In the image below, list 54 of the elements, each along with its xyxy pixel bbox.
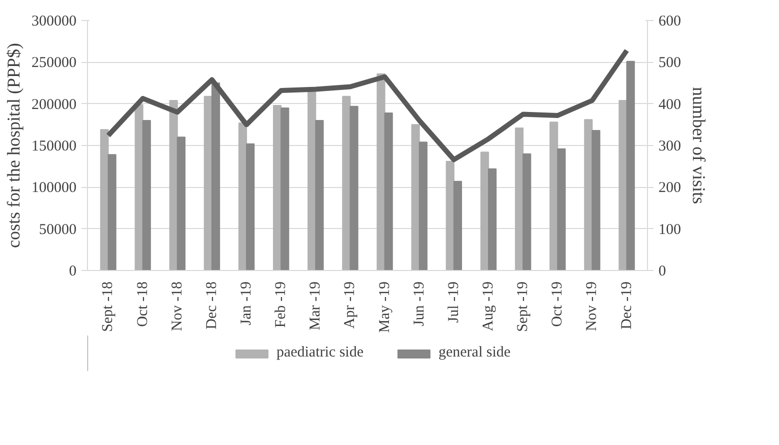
x-tick-label: Oct -18 [134,281,151,327]
bar [453,180,462,270]
bar [142,120,151,270]
bar [626,60,635,270]
legend-label: general side [438,344,511,362]
bar [376,73,386,270]
x-tick-label: Sept -18 [100,281,116,332]
x-tick-label: Mar -19 [308,281,324,330]
bar [280,108,290,270]
bar [134,104,144,270]
x-tick-label: Sept -19 [515,281,532,332]
bar [108,154,116,270]
bar [246,143,255,270]
y-tick-label: 300000 [32,14,76,30]
x-tick-label: Aug -19 [480,282,496,332]
bar [350,106,358,270]
x-tick-label: May -19 [376,281,393,333]
bar [488,168,497,270]
y-tick-label: 100000 [32,180,76,196]
x-tick-label: Apr -19 [342,281,358,329]
y-tick-label: 150000 [32,138,76,154]
bar [592,130,600,270]
bar [522,153,532,270]
y2-tick-label: 0 [658,264,666,280]
bar [315,120,324,270]
y-tick-label: 250000 [32,55,76,72]
y2-axis-title: number of visits [689,87,709,204]
bar [211,82,220,270]
y-tick-label: 0 [69,264,76,280]
y2-tick-label: 200 [658,180,681,196]
x-tick-label: Nov -18 [169,282,186,332]
y2-tick-label: 300 [658,138,681,154]
bar [176,136,186,270]
y2-tick-label: 600 [658,14,681,30]
bar [384,112,393,270]
x-tick-label: Dec -19 [618,281,635,330]
x-tick-label: Feb -19 [273,281,290,328]
x-tick-label: Jan -19 [238,281,255,326]
x-tick-label: Jul -19 [446,282,462,323]
y2-tick-label: 500 [658,55,681,72]
y-tick-label: 200000 [32,96,76,113]
x-tick-label: Nov -19 [584,282,600,332]
x-tick-label: Jun -19 [411,281,428,326]
bar [557,148,566,270]
legend-label: paediatric side [276,344,364,362]
bar [418,142,428,270]
x-tick-label: Dec -18 [204,281,220,330]
x-tick-label: Oct -19 [550,281,566,327]
y-axis-title: costs for the hospital (PPP$) [4,42,24,248]
y2-tick-label: 400 [658,96,681,113]
bar [411,124,420,270]
y2-tick-label: 100 [658,222,681,238]
y-tick-label: 50000 [39,222,76,238]
bar [618,100,628,270]
